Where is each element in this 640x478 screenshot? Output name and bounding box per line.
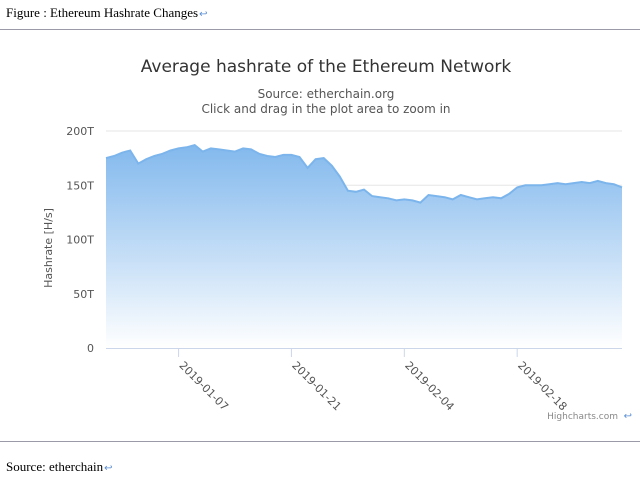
figure-caption: Figure : Ethereum Hashrate Changes↩ [6, 5, 207, 21]
highcharts-credit[interactable]: Highcharts.com [547, 412, 618, 422]
hashrate-chart-svg[interactable]: Average hashrate of the Ethereum Network… [0, 30, 640, 440]
bottom-divider [0, 441, 640, 442]
source-note: Source: etherchain↩ [6, 459, 112, 475]
hashrate-line [105, 144, 623, 204]
y-tick-label: 100T [66, 234, 94, 247]
y-tick-label: 150T [66, 179, 94, 192]
x-tick-label: 2019-01-21 [289, 359, 343, 413]
y-axis-label: Hashrate [H/s] [42, 208, 55, 288]
chart-title: Average hashrate of the Ethereum Network [141, 57, 512, 77]
hashrate-chart[interactable]: Average hashrate of the Ethereum Network… [0, 30, 640, 440]
y-tick-label: 50T [73, 288, 94, 301]
hashrate-area [106, 145, 622, 348]
top-divider [0, 29, 640, 30]
y-tick-label: 200T [66, 125, 94, 138]
return-mark-icon: ↩ [104, 463, 113, 474]
x-tick-label: 2019-02-04 [402, 359, 456, 413]
y-axis-ticks: 0 50T 100T 150T 200T [66, 125, 94, 355]
x-tick-label: 2019-02-18 [515, 359, 569, 413]
chart-subtitle: Source: etherchain.org [258, 87, 395, 101]
x-axis-ticks: 2019-01-07 2019-01-21 2019-02-04 2019-02-18 [176, 348, 569, 413]
x-tick-label: 2019-01-07 [176, 359, 230, 413]
source-note-text: Source: etherchain [6, 459, 104, 474]
chart-zoom-hint: Click and drag in the plot area to zoom … [201, 102, 450, 116]
return-mark-icon: ↩ [624, 411, 632, 422]
y-tick-label: 0 [87, 342, 94, 355]
figure-caption-text: Figure : Ethereum Hashrate Changes [6, 5, 199, 20]
return-mark-icon: ↩ [199, 9, 208, 20]
